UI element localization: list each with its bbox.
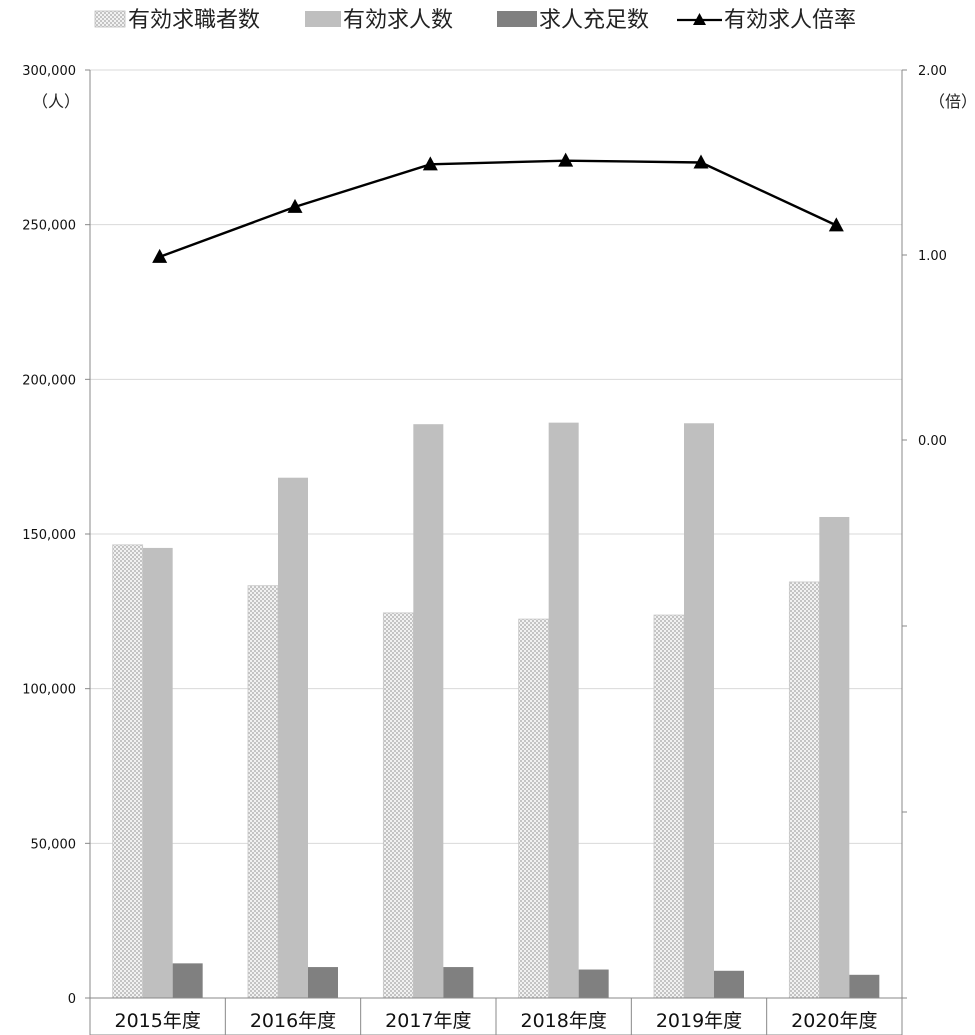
left-tick-label: 0: [68, 992, 76, 1007]
bar-filled-positions: [443, 967, 474, 998]
category-label: 2016年度: [250, 1010, 336, 1032]
legend-swatch-job-seekers: [94, 10, 126, 28]
bar-job-openings: [684, 423, 714, 998]
gridlines: [90, 69, 902, 844]
legend-label-job-openings: 有効求人数: [343, 8, 453, 33]
left-tick-label: 300,000: [22, 64, 76, 79]
bar-filled-positions: [172, 963, 203, 998]
ratio-marker: [693, 154, 709, 169]
category-axis: 2015年度 2016年度 2017年度 2018年度 2019年度 2020年度: [89, 998, 903, 1035]
legend-label-filled-positions: 求人充足数: [539, 8, 649, 33]
right-tick-label: 2.00: [918, 64, 947, 79]
ratio-marker: [422, 156, 438, 171]
ratio-marker: [152, 248, 168, 263]
legend-item-job-seekers: 有効求職者数: [94, 8, 260, 33]
legend-item-filled-positions: 求人充足数: [497, 8, 649, 33]
bar-job-openings: [142, 547, 173, 998]
bar-job-seekers: [518, 618, 550, 999]
left-tick-label: 250,000: [22, 219, 76, 234]
category-label: 2019年度: [656, 1010, 742, 1032]
left-axis-ticks: 0 50,000 100,000 150,000 200,000 250,000 300,0…: [22, 64, 90, 1007]
right-axis-ticks: 2.00 1.00 0.00: [902, 64, 947, 999]
bar-job-openings: [413, 424, 444, 999]
bars: [112, 422, 880, 999]
category-label: 2020年度: [791, 1010, 877, 1032]
left-tick-label: 200,000: [22, 373, 76, 388]
bar-job-seekers: [653, 614, 685, 999]
legend-label-ratio: 有効求人倍率: [724, 8, 856, 33]
legend-item-ratio: 有効求人倍率: [677, 8, 856, 33]
ratio-marker: [287, 198, 303, 213]
legend-label-job-seekers: 有効求職者数: [128, 8, 260, 33]
category-label: 2017年度: [385, 1010, 471, 1032]
legend-swatch-filled-positions: [497, 11, 537, 27]
bar-job-openings: [548, 422, 579, 998]
category-label: 2018年度: [520, 1010, 606, 1032]
bar-filled-positions: [714, 970, 744, 998]
right-tick-label: 0.00: [918, 434, 947, 449]
bar-job-seekers: [382, 612, 414, 999]
legend-swatch-job-openings: [305, 11, 341, 27]
bar-job-openings: [819, 516, 850, 998]
right-axis-unit: （倍）: [929, 92, 975, 111]
bar-job-seekers: [112, 544, 144, 999]
left-tick-label: 50,000: [31, 837, 77, 852]
bar-filled-positions: [308, 967, 338, 998]
left-tick-label: 100,000: [22, 683, 76, 698]
left-axis-unit: （人）: [32, 92, 80, 111]
bar-filled-positions: [578, 969, 609, 998]
ratio-line-series: [152, 152, 844, 263]
category-label: 2015年度: [114, 1010, 200, 1032]
legend: 有効求職者数 有効求人数 求人充足数 有効求人倍率: [94, 8, 856, 33]
bar-job-seekers: [247, 585, 279, 999]
ratio-line: [159, 159, 837, 258]
legend-marker-ratio: [693, 13, 706, 25]
legend-item-job-openings: 有効求人数: [305, 8, 453, 33]
right-tick-label: 1.00: [918, 249, 947, 264]
bar-filled-positions: [849, 974, 880, 998]
bar-job-seekers: [788, 581, 820, 999]
ratio-marker: [558, 152, 574, 167]
ratio-marker: [828, 217, 844, 232]
left-tick-label: 150,000: [22, 528, 76, 543]
bar-job-openings: [278, 477, 308, 999]
